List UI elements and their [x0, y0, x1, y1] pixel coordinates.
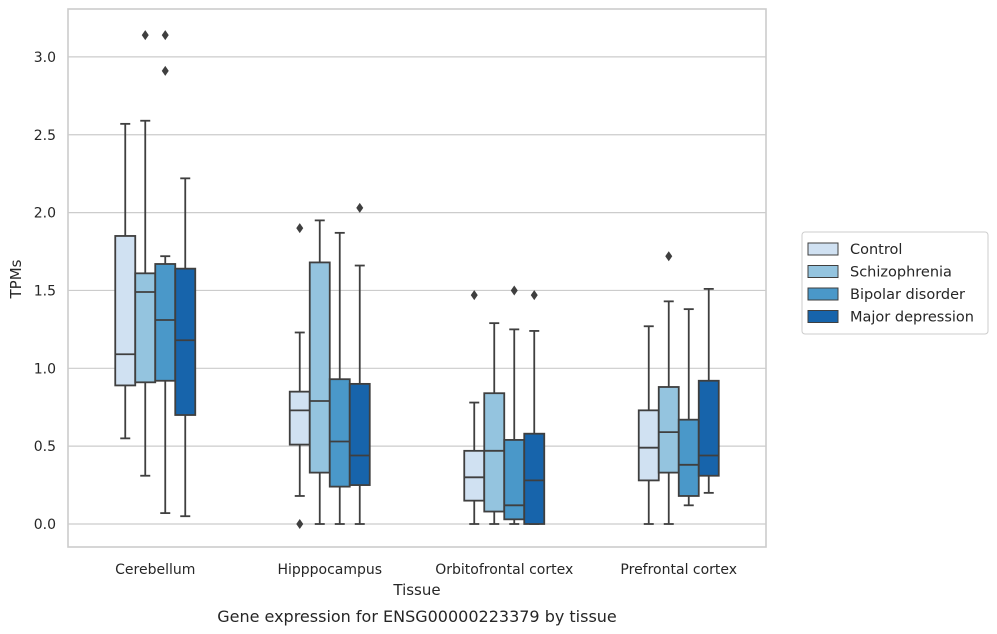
box-body	[114, 235, 137, 387]
box	[174, 177, 197, 518]
y-tick-label: 0.0	[34, 517, 56, 533]
y-axis-title: TPMs	[7, 259, 25, 299]
box-body	[328, 378, 351, 488]
outlier-marker	[530, 290, 538, 301]
legend-swatch	[807, 287, 839, 301]
figure-caption: Gene expression for ENSG00000223379 by t…	[217, 607, 617, 626]
legend-swatch	[807, 242, 839, 256]
box-body	[697, 379, 720, 477]
box-body	[483, 392, 506, 513]
legend-label: Major depression	[850, 310, 974, 326]
box	[348, 202, 371, 525]
outlier-marker	[356, 202, 364, 213]
y-tick-label: 3.0	[34, 50, 56, 66]
legend-swatch	[807, 310, 839, 323]
box	[463, 290, 486, 525]
outlier-marker	[141, 30, 149, 41]
box	[154, 30, 177, 515]
box-body	[503, 439, 526, 521]
x-tick-label: Prefrontal cortex	[620, 562, 737, 578]
box	[523, 290, 546, 525]
x-tick-label: Cerebellum	[115, 562, 195, 578]
box-body	[288, 390, 311, 446]
box	[328, 231, 351, 525]
outlier-marker	[161, 30, 169, 41]
legend-label: Control	[850, 242, 902, 258]
x-axis-title: Tissue	[392, 581, 440, 599]
y-tick-label: 2.5	[34, 128, 56, 144]
box-body	[677, 418, 700, 497]
box-series	[114, 30, 720, 529]
y-axis-ticks: 0.0 0.5 1.0 1.5 2.0 2.5 3.0	[34, 50, 56, 533]
series-major-depression	[174, 177, 720, 525]
legend: Control Schizophrenia Bipolar disorder Majo…	[801, 231, 989, 335]
outlier-marker	[470, 290, 478, 301]
legend-swatch	[807, 265, 839, 278]
box-body	[308, 261, 331, 474]
outlier-marker	[665, 251, 673, 262]
box	[637, 325, 660, 525]
box	[697, 287, 720, 494]
box-body	[523, 432, 546, 525]
box	[308, 219, 331, 525]
legend-label: Bipolar disorder	[850, 287, 965, 303]
series-control	[114, 122, 660, 529]
box	[483, 322, 506, 525]
box-body	[463, 449, 486, 502]
box	[288, 223, 311, 529]
legend-frame	[801, 231, 989, 335]
plot-frame	[67, 8, 767, 548]
series-schizophrenia	[134, 30, 680, 525]
y-tick-label: 1.5	[34, 283, 56, 299]
box-body	[637, 409, 660, 482]
outlier-marker	[296, 223, 304, 234]
x-axis-ticks: Cerebellum Hipppocampus Orbitofrontal cort…	[115, 562, 737, 578]
box	[657, 251, 680, 525]
box-body	[657, 386, 680, 474]
x-tick-label: Hipppocampus	[277, 562, 382, 578]
y-tick-label: 1.0	[34, 361, 56, 377]
x-tick-label: Orbitofrontal cortex	[435, 562, 573, 578]
series-bipolar-disorder	[154, 30, 700, 525]
outlier-marker	[510, 285, 518, 296]
outlier-marker	[296, 519, 304, 529]
box	[503, 285, 526, 525]
y-tick-label: 2.0	[34, 206, 56, 222]
legend-label: Schizophrenia	[850, 265, 952, 281]
box	[114, 122, 137, 440]
outlier-marker	[161, 65, 169, 76]
box-body	[348, 382, 371, 486]
box	[134, 30, 157, 477]
box-body	[154, 263, 177, 382]
box-body	[174, 267, 197, 416]
box-body	[134, 272, 157, 384]
y-tick-label: 0.5	[34, 439, 56, 455]
box	[677, 308, 700, 507]
